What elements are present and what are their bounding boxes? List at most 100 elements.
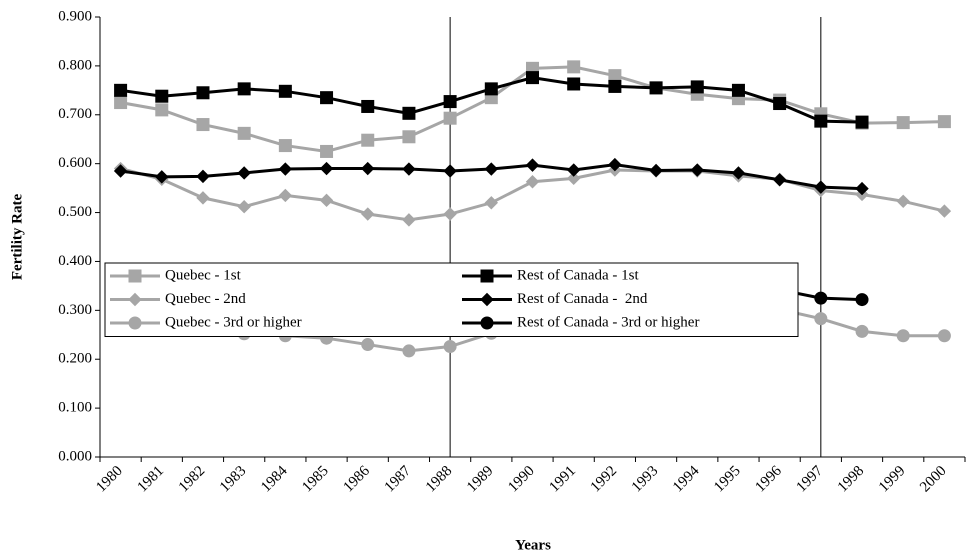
x-tick-label: 1984 — [258, 463, 291, 496]
marker — [896, 329, 910, 343]
x-tick-label: 1992 — [588, 463, 621, 496]
marker — [484, 196, 499, 210]
marker — [128, 269, 142, 283]
x-tick-label: 2000 — [917, 463, 950, 496]
marker — [196, 86, 210, 100]
marker — [484, 82, 498, 96]
legend-label: Quebec - 2nd — [165, 291, 246, 307]
marker — [443, 111, 457, 125]
y-tick-label: 0.000 — [58, 448, 92, 464]
marker — [113, 164, 128, 178]
marker — [937, 329, 951, 343]
marker — [525, 175, 540, 189]
marker — [772, 173, 787, 187]
marker — [402, 213, 416, 227]
marker — [608, 79, 622, 93]
marker — [320, 91, 334, 105]
x-tick-label: 1989 — [464, 463, 497, 496]
marker — [443, 164, 457, 178]
marker — [128, 292, 142, 307]
marker — [855, 115, 869, 129]
marker — [525, 158, 540, 172]
marker — [402, 106, 416, 120]
legend-label: Rest of Canada - 2nd — [517, 291, 648, 307]
marker — [649, 81, 663, 95]
marker — [402, 162, 416, 176]
marker — [278, 162, 293, 176]
marker — [361, 133, 375, 147]
series — [114, 71, 869, 129]
marker — [567, 60, 581, 74]
marker — [480, 269, 494, 283]
x-tick-label: 1982 — [176, 463, 209, 496]
y-tick-label: 0.200 — [58, 351, 92, 367]
marker — [278, 188, 293, 203]
x-tick-label: 1999 — [876, 463, 909, 496]
marker — [319, 161, 334, 176]
x-tick-label: 1998 — [835, 463, 868, 496]
marker — [480, 316, 494, 330]
marker — [196, 169, 210, 184]
marker — [690, 163, 704, 177]
marker — [155, 170, 169, 184]
y-tick-label: 0.600 — [58, 155, 92, 171]
y-tick-label: 0.800 — [58, 57, 92, 73]
marker — [566, 171, 581, 186]
marker — [128, 316, 142, 330]
marker — [155, 89, 169, 103]
marker — [114, 83, 128, 97]
marker — [608, 69, 622, 83]
marker — [484, 162, 499, 176]
marker — [814, 291, 828, 305]
marker — [896, 116, 910, 130]
marker — [937, 204, 952, 218]
x-tick-label: 1988 — [423, 463, 456, 496]
marker — [237, 82, 251, 96]
marker — [278, 84, 292, 98]
marker — [361, 338, 375, 352]
x-tick-label: 1986 — [340, 463, 373, 496]
marker — [443, 340, 457, 354]
marker — [896, 194, 910, 209]
marker — [237, 166, 251, 180]
series — [114, 60, 951, 158]
marker — [690, 80, 704, 94]
legend-label: Rest of Canada - 3rd or higher — [517, 314, 699, 330]
marker — [480, 292, 494, 307]
marker — [196, 118, 210, 132]
y-tick-label: 0.400 — [58, 253, 92, 269]
marker — [608, 157, 622, 172]
y-tick-label: 0.700 — [58, 106, 92, 122]
marker — [114, 96, 128, 110]
x-tick-label: 1997 — [794, 463, 827, 496]
marker — [237, 126, 251, 140]
marker — [566, 163, 581, 177]
x-tick-label: 1987 — [382, 463, 415, 496]
legend-label: Quebec - 1st — [165, 267, 242, 283]
y-tick-label: 0.100 — [58, 400, 92, 416]
marker — [443, 95, 457, 109]
x-tick-label: 1981 — [135, 463, 168, 496]
marker — [731, 83, 745, 97]
marker — [443, 207, 457, 221]
x-tick-label: 1983 — [217, 463, 250, 496]
marker — [937, 115, 951, 129]
y-axis-title: Fertility Rate — [9, 194, 25, 281]
marker — [855, 324, 869, 338]
marker — [361, 99, 375, 113]
marker — [814, 114, 828, 128]
marker — [361, 161, 375, 176]
legend-label: Quebec - 3rd or higher — [165, 314, 302, 330]
marker — [278, 139, 292, 153]
marker — [773, 97, 787, 111]
legend: Quebec - 1st Quebec - 2nd Quebec - 3rd or … — [104, 262, 799, 337]
x-tick-label: 1991 — [546, 463, 579, 496]
x-tick-label: 1980 — [93, 463, 126, 496]
y-tick-label: 0.300 — [58, 302, 92, 318]
marker — [361, 207, 375, 221]
x-tick-label: 1995 — [711, 463, 744, 496]
marker — [320, 144, 334, 158]
marker — [319, 193, 334, 208]
legend-box — [104, 262, 799, 337]
